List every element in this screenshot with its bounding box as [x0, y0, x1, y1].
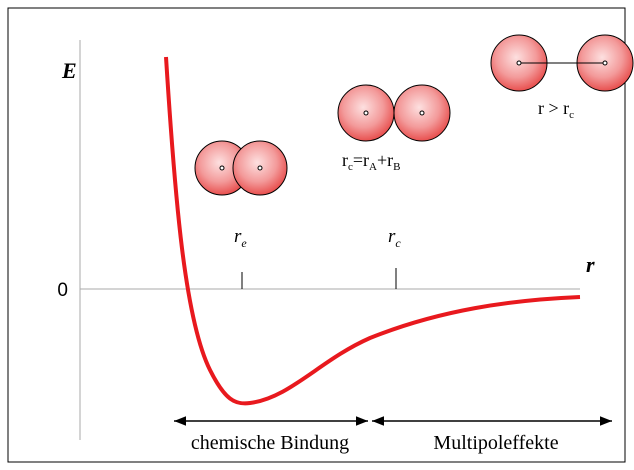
region-label: Multipoleffekte [433, 432, 558, 454]
diagram: E r 0 re rc rc=rA+rB r > rc chemische Bi… [0, 0, 634, 470]
region-label: chemische Bindung [191, 432, 349, 454]
x-axis-label: r [586, 252, 595, 277]
atom-label: rc=rA+rB [342, 150, 401, 173]
zero-label: 0 [57, 280, 68, 301]
y-axis-label: E [61, 58, 77, 83]
marker-label: re [234, 226, 247, 250]
atom-label: r > rc [538, 98, 574, 121]
marker-label: rc [388, 226, 401, 250]
